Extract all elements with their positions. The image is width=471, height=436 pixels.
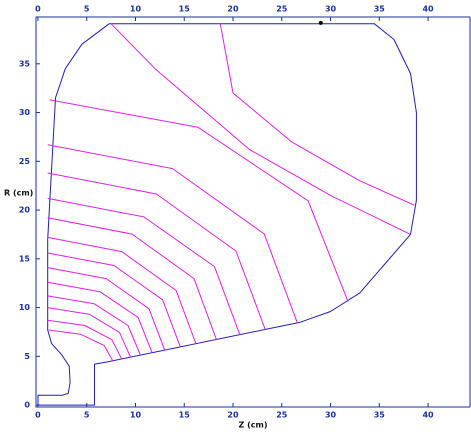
field-line [47,172,266,330]
field-line [49,99,349,302]
field-line [219,23,415,206]
x-tick-label: 15 [179,5,191,14]
x-tick-label: 35 [374,411,386,420]
y-tick-label: 20 [19,206,31,215]
field-line [47,307,132,358]
y-tick-label: 30 [19,108,31,117]
y-axis-title: R (cm) [4,189,33,198]
x-tick-label: 15 [179,411,191,420]
field-line [47,281,153,353]
x-axis-title: Z (cm) [239,421,268,430]
x-tick-label: 40 [422,5,434,14]
field-line [47,236,197,344]
field-line [110,23,411,235]
x-tick-label: 30 [325,411,337,420]
y-tick-label: 5 [24,352,30,361]
x-tick-label: 20 [227,5,239,14]
x-tick-label: 35 [374,5,386,14]
x-tick-label: 5 [84,411,90,420]
plot-frame [35,16,471,408]
field-line [47,319,123,360]
point-marker [318,20,323,25]
y-tick-label: 0 [24,401,30,410]
y-tick-label: 35 [19,59,31,68]
y-tick-label: 15 [19,254,31,263]
y-tick-label: 25 [19,157,31,166]
x-tick-label: 40 [422,411,434,420]
x-tick-label: 5 [84,5,90,14]
field-line [47,295,141,356]
x-tick-label: 30 [325,5,337,14]
field-line [48,329,114,362]
field-line [47,197,241,335]
x-tick-label: 20 [227,411,239,420]
x-tick-label: 25 [276,5,288,14]
x-tick-label: 10 [130,411,142,420]
x-tick-label: 0 [35,411,41,420]
field-line [47,217,217,340]
x-tick-label: 10 [130,5,142,14]
field-line [47,267,166,351]
y-tick-label: 10 [19,303,31,312]
x-tick-label: 0 [35,5,41,14]
x-tick-label: 25 [276,411,288,420]
boundary-line [37,23,417,406]
field-line [47,144,298,324]
field-line [47,252,181,347]
